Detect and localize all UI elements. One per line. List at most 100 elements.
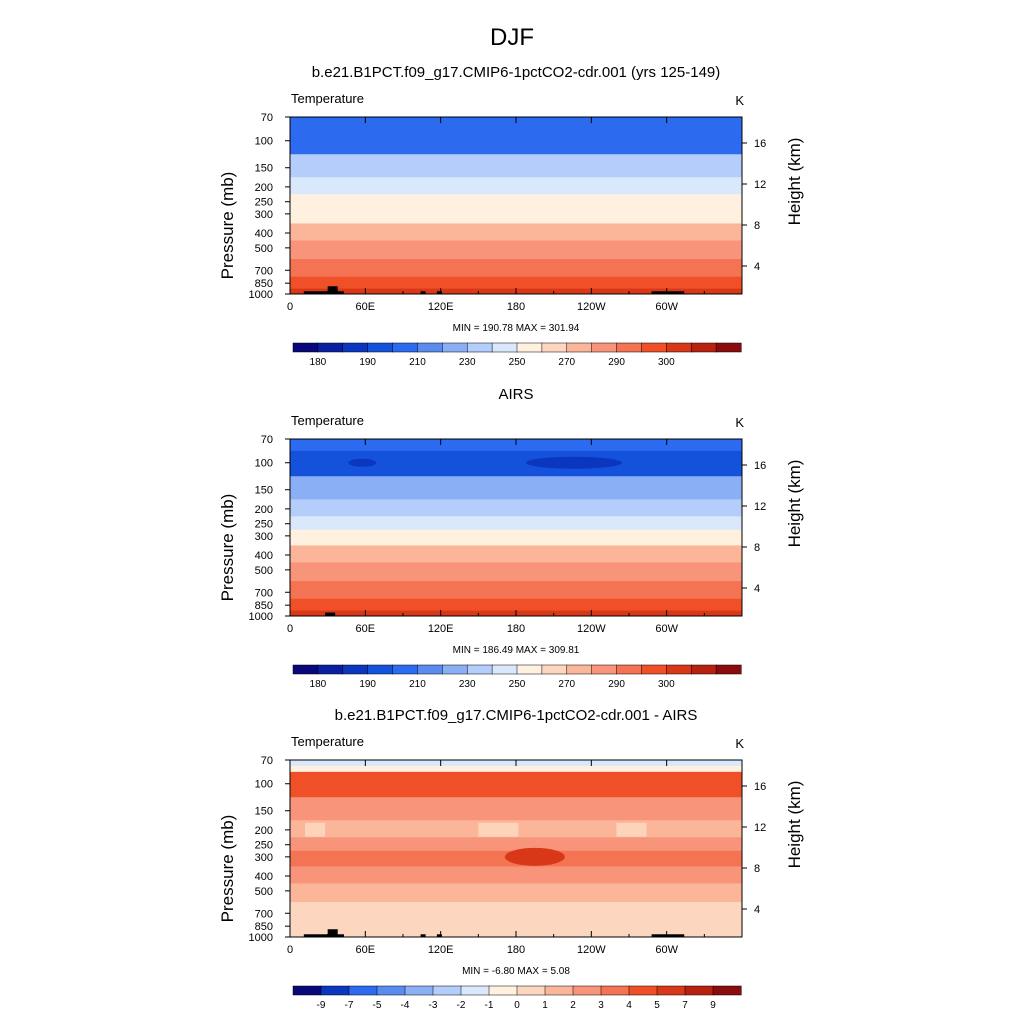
cold-tropopause-cell — [525, 456, 622, 469]
y-tick-label: 700 — [255, 587, 273, 599]
y-tick-label: 400 — [255, 550, 273, 562]
topography-block — [420, 291, 426, 294]
contour-band — [290, 476, 742, 500]
x-tick-label: 120E — [428, 944, 454, 956]
x-tick-label: 60W — [655, 301, 678, 313]
colorbar-box — [616, 664, 642, 675]
colorbar-label: 230 — [459, 357, 476, 368]
colorbar-label: -4 — [401, 1000, 410, 1011]
colorbar-label: 180 — [310, 679, 327, 690]
x-tick-label: 180 — [507, 623, 525, 635]
right-tick-label: 12 — [754, 822, 766, 834]
topography-block — [651, 934, 685, 937]
contour-band — [290, 902, 742, 921]
x-tick-label: 180 — [507, 301, 525, 313]
colorbar-label: 290 — [608, 357, 625, 368]
panel-units-label: K — [735, 93, 744, 108]
colorbar-box — [404, 985, 434, 996]
x-tick-label: 60E — [356, 944, 376, 956]
contour-band — [290, 276, 742, 290]
colorbar-box — [572, 985, 602, 996]
colorbar-box — [600, 985, 630, 996]
colorbar-box — [292, 664, 319, 675]
y-tick-label: 300 — [255, 852, 273, 864]
colorbar-label: -2 — [457, 1000, 466, 1011]
colorbar-box — [566, 342, 593, 353]
weak-anomaly-patch — [478, 822, 519, 837]
contour-band — [290, 771, 742, 798]
colorbar-box — [460, 985, 490, 996]
colorbar-label: 0 — [514, 1000, 520, 1011]
right-axis-label: Height (km) — [785, 138, 804, 226]
y-tick-label: 500 — [255, 243, 273, 255]
contour-band — [290, 207, 742, 224]
contour-band — [290, 128, 742, 155]
colorbar-label: 5 — [654, 1000, 660, 1011]
colorbar-label: -1 — [485, 1000, 494, 1011]
right-axis-label: Height (km) — [785, 460, 804, 548]
y-tick-label: 400 — [255, 228, 273, 240]
colorbar-box — [628, 985, 658, 996]
contour-band — [290, 223, 742, 241]
colorbar-box — [442, 342, 468, 353]
colorbar-label: 190 — [359, 357, 376, 368]
colorbar-box — [320, 985, 350, 996]
colorbar-label: 230 — [459, 679, 476, 690]
colorbar-box — [367, 342, 394, 353]
panel-variable-label: Temperature — [291, 91, 364, 106]
topography-block — [651, 291, 685, 294]
warm-anomaly-cell — [504, 847, 565, 866]
colorbar-label: 250 — [509, 679, 526, 690]
colorbar-label: 9 — [710, 1000, 716, 1011]
panel-variable-label: Temperature — [291, 734, 364, 749]
colorbar-box — [641, 664, 667, 675]
colorbar-box — [656, 985, 686, 996]
colorbar-box — [367, 664, 394, 675]
right-tick-label: 4 — [754, 904, 760, 916]
y-tick-label: 300 — [255, 531, 273, 543]
colorbar-label: 2 — [570, 1000, 576, 1011]
right-tick-label: 16 — [754, 138, 766, 150]
colorbar-label: -3 — [429, 1000, 438, 1011]
panel-variable-label: Temperature — [291, 413, 364, 428]
y-axis-label: Pressure (mb) — [218, 172, 237, 280]
x-tick-label: 0 — [287, 623, 293, 635]
colorbar-box — [466, 664, 493, 675]
colorbar-box — [616, 342, 642, 353]
y-tick-label: 150 — [255, 163, 273, 175]
y-tick-label: 700 — [255, 265, 273, 277]
colorbar-box — [516, 342, 543, 353]
topography-block — [420, 934, 426, 937]
colorbar-label: 3 — [598, 1000, 604, 1011]
topography-block — [303, 934, 344, 937]
contour-band — [290, 545, 742, 563]
cold-tropopause-cell — [348, 458, 377, 467]
y-tick-label: 200 — [255, 504, 273, 516]
colorbar-label: 1 — [542, 1000, 548, 1011]
colorbar-box — [541, 664, 568, 675]
y-tick-label: 850 — [255, 921, 273, 933]
colorbar-label: 300 — [658, 357, 675, 368]
colorbar-box — [690, 342, 717, 353]
panel-units-label: K — [735, 415, 744, 430]
y-tick-label: 1000 — [249, 932, 273, 944]
y-tick-label: 300 — [255, 209, 273, 221]
contour-band — [290, 598, 742, 612]
colorbar-box — [715, 342, 742, 353]
y-tick-label: 500 — [255, 886, 273, 898]
colorbar-label: 250 — [509, 357, 526, 368]
right-tick-label: 4 — [754, 261, 760, 273]
colorbar-box — [392, 664, 418, 675]
colorbar-box — [348, 985, 378, 996]
x-tick-label: 120E — [428, 623, 454, 635]
right-tick-label: 8 — [754, 863, 760, 875]
contour-band — [290, 240, 742, 260]
colorbar-box — [690, 664, 717, 675]
contour-band — [290, 837, 742, 852]
colorbar-box — [417, 342, 443, 353]
y-tick-label: 250 — [255, 197, 273, 209]
contour-band — [290, 529, 742, 546]
y-tick-label: 150 — [255, 485, 273, 497]
right-tick-label: 16 — [754, 781, 766, 793]
contour-band — [290, 516, 742, 531]
